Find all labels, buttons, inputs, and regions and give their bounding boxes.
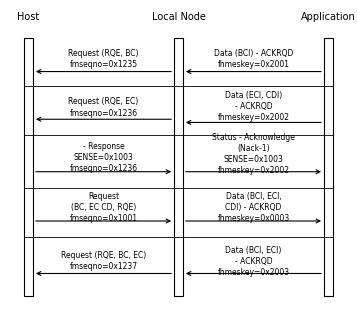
- Text: Data (BCI, ECI)
- ACKRQD
fhmeskey=0x2003: Data (BCI, ECI) - ACKRQD fhmeskey=0x2003: [217, 246, 290, 277]
- Text: - Response
SENSE=0x1003
fmseqno=0x1236: - Response SENSE=0x1003 fmseqno=0x1236: [70, 142, 137, 173]
- Text: Request (RQE, EC)
fmseqno=0x1236: Request (RQE, EC) fmseqno=0x1236: [69, 97, 139, 118]
- Text: Host: Host: [17, 12, 40, 22]
- FancyBboxPatch shape: [324, 38, 333, 296]
- Text: Request (RQE, BC, EC)
fmseqno=0x1237: Request (RQE, BC, EC) fmseqno=0x1237: [61, 251, 146, 272]
- FancyBboxPatch shape: [174, 38, 183, 296]
- Text: Data (BCI, ECI,
CDI) - ACKRQD
fhmeskey=0x0003: Data (BCI, ECI, CDI) - ACKRQD fhmeskey=0…: [217, 192, 290, 223]
- Text: Status - Acknowledge
(Nack-1)
SENSE=0x1003
fhmeskey=0x2002: Status - Acknowledge (Nack-1) SENSE=0x10…: [212, 133, 295, 176]
- Text: Local Node: Local Node: [152, 12, 205, 22]
- Text: Data (BCI) - ACKRQD
fhmeskey=0x2001: Data (BCI) - ACKRQD fhmeskey=0x2001: [214, 49, 293, 69]
- Text: Application: Application: [301, 12, 356, 22]
- Text: Request (RQE, BC)
fmseqno=0x1235: Request (RQE, BC) fmseqno=0x1235: [68, 49, 139, 69]
- Text: Request
(BC, EC CD, RQE)
fmseqno=0x1001: Request (BC, EC CD, RQE) fmseqno=0x1001: [70, 192, 137, 223]
- Text: Data (ECI, CDI)
- ACKRQD
fhmeskey=0x2002: Data (ECI, CDI) - ACKRQD fhmeskey=0x2002: [217, 91, 290, 122]
- FancyBboxPatch shape: [24, 38, 33, 296]
